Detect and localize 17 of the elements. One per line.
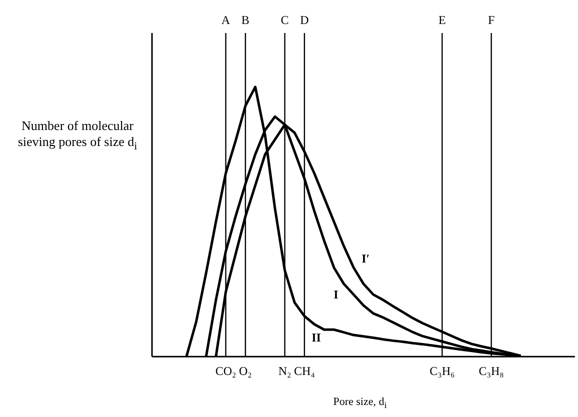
- x-tick-label: C₃H₈: [478, 364, 504, 378]
- series-label: II: [312, 330, 322, 344]
- x-tick-label: CO₂: [215, 364, 236, 378]
- x-tick-label: N₂: [278, 364, 292, 378]
- y-axis-title: Number of molecular sieving pores of size d$_{i}$: [16, 118, 138, 155]
- x-tick-label: C₃H₆: [430, 364, 455, 378]
- ref-line-label: A: [221, 13, 230, 28]
- x-axis-title: Pore size, d$_{i}$: [332, 396, 388, 410]
- x-tick-label: O₂: [239, 364, 252, 378]
- x-tick-label: CH₄: [294, 364, 315, 378]
- ref-line-label: B: [241, 13, 250, 28]
- ref-line-label: C: [280, 13, 289, 28]
- ref-line-label: E: [438, 13, 446, 28]
- series-label: I: [334, 288, 339, 302]
- series-label: I′: [362, 252, 370, 266]
- ref-line-label: D: [300, 13, 310, 28]
- ref-line-label: F: [488, 13, 495, 28]
